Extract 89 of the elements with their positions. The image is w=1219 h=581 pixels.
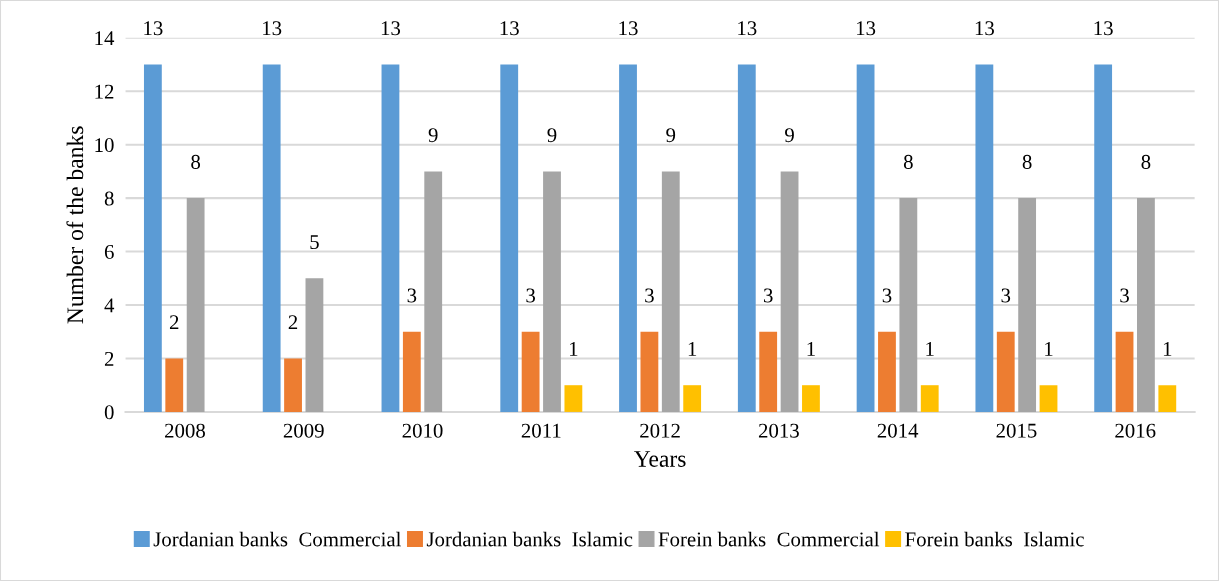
data-label: 1: [1045, 342, 1053, 356]
x-tick-label: 2015: [996, 423, 1037, 438]
data-label: 13: [857, 21, 876, 36]
data-label: 13: [263, 21, 282, 36]
data-label: 5: [310, 235, 319, 250]
bar: [305, 278, 324, 412]
data-label: 8: [1141, 154, 1151, 169]
y-tick-label: 4: [104, 298, 115, 313]
bar: [143, 64, 162, 412]
x-axis-title: Years: [634, 451, 686, 467]
data-label: 1: [926, 342, 934, 356]
data-label: 1: [570, 342, 578, 356]
bar: [262, 64, 281, 412]
bar: [899, 198, 918, 412]
legend-label: Jordanian banks Islamic: [426, 531, 633, 547]
data-label: 13: [1094, 21, 1113, 36]
bar: [1137, 198, 1155, 412]
bar: [564, 385, 583, 412]
x-tick-label: 2010: [402, 423, 443, 438]
data-label: 13: [738, 21, 757, 36]
data-label: 13: [381, 21, 401, 36]
x-tick-label: 2011: [521, 423, 561, 438]
bar: [1094, 64, 1113, 412]
data-label: 2: [288, 315, 298, 330]
data-label: 3: [645, 288, 654, 303]
data-label: 3: [882, 288, 892, 303]
y-tick-label: 8: [104, 191, 114, 206]
data-label: 8: [903, 154, 913, 169]
y-tick-label: 14: [95, 31, 115, 45]
y-axis-title: Number of the banks: [66, 126, 84, 324]
data-label: 9: [785, 128, 794, 143]
bar: [1158, 385, 1177, 412]
bar: [1115, 331, 1134, 412]
bar: [619, 64, 637, 412]
data-label: 9: [666, 128, 676, 143]
bar: [424, 171, 443, 412]
bar: [1039, 385, 1058, 412]
bar: [802, 385, 820, 412]
legend-label: Forein banks Commercial: [658, 531, 880, 547]
data-label: 1: [807, 342, 815, 356]
x-tick-label: 2016: [1115, 423, 1156, 438]
bar: [878, 331, 896, 412]
data-label: 1: [688, 342, 697, 356]
bar: [661, 171, 680, 412]
bar: [186, 198, 205, 412]
bar: [521, 331, 540, 412]
data-label: 13: [144, 21, 163, 36]
bar: [165, 358, 184, 412]
y-tick-label: 6: [104, 245, 114, 260]
bar: [381, 64, 400, 412]
x-tick-label: 2013: [758, 423, 799, 438]
data-label: 3: [1001, 288, 1011, 303]
bar: [500, 64, 519, 412]
data-label: 3: [763, 288, 773, 303]
x-tick-label: 2012: [640, 423, 680, 438]
bar: [737, 64, 756, 412]
x-tick-label: 2008: [165, 423, 205, 438]
bar: [543, 171, 561, 412]
data-label: 13: [975, 21, 994, 36]
data-label: 13: [619, 21, 638, 36]
bar: [780, 171, 799, 412]
bar: [683, 385, 702, 412]
data-label: 2: [169, 315, 179, 330]
bar: [640, 331, 659, 412]
data-label: 3: [407, 288, 417, 303]
data-label: 8: [1022, 154, 1032, 169]
y-tick-label: 10: [95, 138, 114, 153]
y-tick-label: 12: [95, 84, 114, 99]
y-tick-label: 2: [104, 351, 114, 366]
data-label: 3: [526, 288, 536, 303]
bar: [856, 64, 875, 412]
data-label: 3: [1120, 288, 1129, 303]
data-label: 8: [191, 154, 201, 169]
data-label: 9: [547, 128, 557, 143]
data-label: 9: [428, 128, 438, 143]
y-tick-label: 0: [104, 405, 114, 420]
bar: [975, 64, 994, 412]
bar: [920, 385, 939, 412]
data-label: 1: [1163, 342, 1172, 356]
bar: [284, 358, 302, 412]
bar: [759, 331, 778, 412]
x-tick-label: 2014: [877, 423, 919, 438]
legend-label: Forein banks Islamic: [905, 531, 1084, 547]
bar: [996, 331, 1015, 412]
data-label: 13: [500, 21, 519, 36]
legend-label: Jordanian banks Commercial: [153, 531, 402, 547]
x-tick-label: 2009: [283, 423, 324, 438]
bar: [1018, 198, 1037, 412]
bar: [402, 331, 421, 412]
